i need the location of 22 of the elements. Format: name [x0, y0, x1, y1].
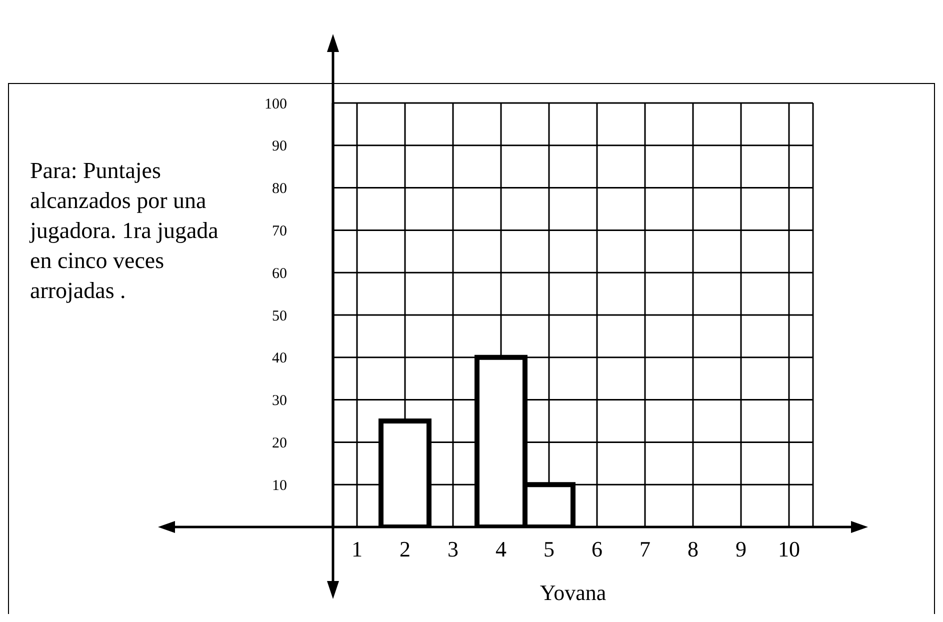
y-tick-label: 100 [264, 96, 287, 112]
x-tick-label: 6 [592, 536, 602, 562]
y-tick-label: 50 [272, 308, 287, 324]
x-tick-label: 4 [496, 536, 506, 562]
text: Para: Puntajes alcanzados por una jugadora. 1ra jugada en cinco veces arrojadas . [30, 157, 220, 305]
x-tick-label: 8 [688, 536, 698, 562]
y-tick-label: 60 [272, 266, 287, 282]
y-tick-label: 30 [272, 393, 287, 410]
y-tick-label: 70 [272, 224, 287, 240]
x-tick-label: 7 [640, 536, 650, 562]
x-tick-label: 2 [400, 536, 410, 562]
x-tick-label: 10 [778, 536, 800, 562]
y-tick-label: 10 [272, 478, 287, 494]
x-tick-label: 1 [352, 536, 362, 562]
y-tick-label: 20 [272, 436, 287, 452]
y-tick-label: 40 [272, 350, 287, 367]
x-tick-label: 3 [448, 536, 458, 562]
x-tick-label: 5 [544, 536, 554, 562]
y-tick-label: 90 [272, 138, 287, 155]
x-axis-title: Yovana [540, 580, 606, 605]
y-tick-label: 80 [272, 181, 287, 198]
x-tick-label: 9 [736, 536, 746, 562]
